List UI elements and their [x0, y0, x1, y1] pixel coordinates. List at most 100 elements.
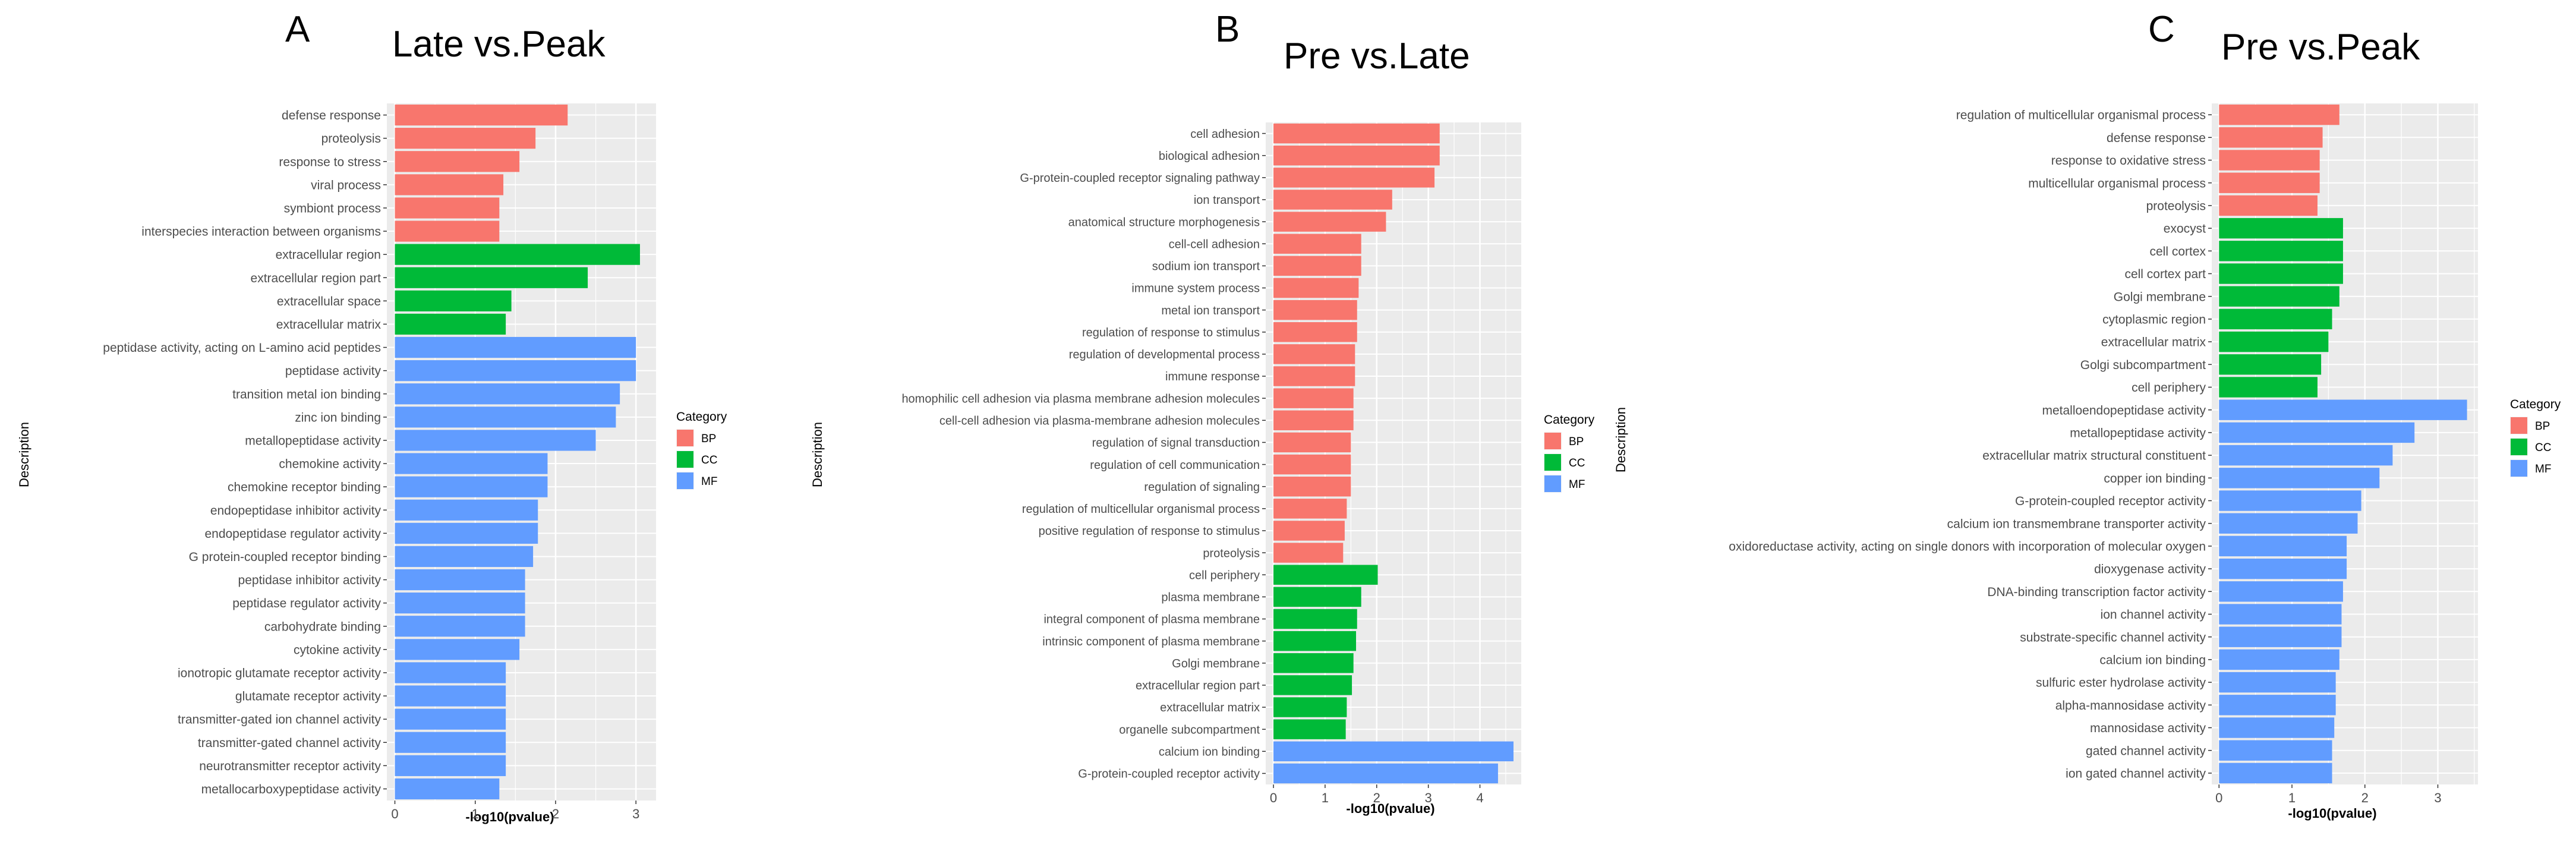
y-tick-label: cytokine activity — [294, 643, 381, 657]
y-tick-label: regulation of multicellular organismal p… — [1022, 503, 1260, 516]
bar — [2219, 263, 2343, 284]
bar — [395, 616, 525, 637]
bar — [1273, 741, 1514, 762]
bar — [2219, 490, 2361, 511]
y-tick-label: transmitter-gated channel activity — [198, 736, 381, 750]
bar — [2219, 672, 2336, 693]
y-tick-label: regulation of signal transduction — [1092, 437, 1260, 450]
bar — [2219, 649, 2339, 670]
y-tick-label: homophilic cell adhesion via plasma memb… — [901, 392, 1260, 405]
bar — [395, 732, 506, 753]
chart-title: Pre vs.Peak — [2221, 27, 2420, 68]
chart-title: Late vs.Peak — [392, 24, 606, 65]
y-tick-labels: regulation of multicellular organismal p… — [1729, 109, 2212, 780]
y-tick-label: extracellular matrix — [2101, 336, 2206, 349]
y-tick-label: viral process — [311, 178, 381, 192]
y-tick-labels: defense response proteolysis response to s… — [103, 109, 387, 796]
y-axis-label: Description — [1613, 407, 1628, 472]
bar — [395, 453, 548, 474]
legend: BP CC MF — [1544, 432, 1585, 493]
y-tick-label: extracellular space — [277, 295, 381, 308]
x-tick-label: 1 — [472, 806, 479, 821]
bar — [2219, 422, 2415, 443]
bar — [395, 267, 588, 288]
bar — [395, 662, 506, 683]
y-tick-label: neurotransmitter receptor activity — [199, 760, 381, 773]
y-tick-label: metalloendopeptidase activity — [2042, 404, 2206, 417]
plot-panel — [1266, 122, 1521, 784]
y-tick-label: organelle subcompartment — [1119, 723, 1260, 736]
y-tick-label: G-protein-coupled receptor activity — [1078, 768, 1260, 781]
x-tick-label: 3 — [2434, 790, 2441, 805]
bar — [395, 430, 596, 451]
legend-label: BP — [701, 433, 716, 445]
bar — [395, 639, 520, 660]
y-axis-label: Description — [810, 422, 825, 487]
bars — [1273, 123, 1514, 784]
bar — [2219, 604, 2342, 625]
bar — [395, 360, 636, 382]
bar — [2219, 399, 2467, 420]
bar — [1273, 454, 1351, 475]
y-tick-label: sodium ion transport — [1152, 260, 1260, 273]
x-axis-label: -log10(pvalue) — [2288, 806, 2376, 821]
y-tick-label: extracellular matrix — [276, 318, 381, 332]
y-tick-label: proteolysis — [321, 132, 381, 146]
bar — [1273, 388, 1354, 408]
y-tick-label: cell-cell adhesion via plasma-membrane a… — [939, 415, 1260, 428]
bars — [395, 104, 640, 800]
y-tick-label: extracellular region part — [1136, 679, 1260, 692]
bar — [1273, 763, 1498, 784]
y-tick-label: cell cortex — [2149, 245, 2206, 259]
y-tick-label: ion channel activity — [2101, 608, 2206, 622]
x-tick-labels: 0 1 2 3 — [2215, 784, 2442, 805]
x-tick-label: 2 — [1373, 790, 1380, 805]
y-tick-label: chemokine receptor binding — [228, 481, 381, 494]
bar — [395, 174, 504, 196]
bar — [1273, 565, 1378, 585]
plot-panel — [387, 103, 656, 801]
y-tick-label: Golgi subcompartment — [2080, 358, 2206, 372]
bar — [2219, 308, 2332, 330]
bar — [395, 290, 512, 311]
x-tick-label: 1 — [2288, 790, 2296, 805]
bar — [2219, 762, 2332, 784]
y-tick-label: zinc ion binding — [295, 411, 381, 424]
y-tick-label: metal ion transport — [1161, 304, 1260, 317]
bar — [2219, 218, 2343, 239]
bars — [2219, 104, 2467, 784]
bar — [395, 476, 548, 497]
y-tick-label: cytoplasmic region — [2102, 313, 2206, 326]
bar — [2219, 626, 2342, 647]
bar — [395, 244, 640, 265]
y-tick-label: cell cortex part — [2124, 267, 2206, 281]
panel-letter: C — [2148, 9, 2175, 50]
bar — [395, 755, 506, 776]
legend-label: MF — [1569, 478, 1585, 491]
y-tick-label: peptidase regulator activity — [232, 597, 381, 610]
bar — [1273, 366, 1355, 386]
y-tick-label: anatomical structure morphogenesis — [1068, 216, 1260, 229]
bar — [2219, 331, 2329, 352]
y-tick-label: carbohydrate binding — [264, 620, 381, 634]
panel-c: C Pre vs.Peak -log10(pvalue) Description… — [1613, 9, 2561, 821]
x-tick-label: 0 — [1270, 790, 1277, 805]
legend-title: Category — [676, 410, 727, 424]
legend-swatch — [2511, 460, 2527, 477]
bar — [2219, 241, 2343, 261]
x-axis-label: -log10(pvalue) — [1346, 801, 1434, 816]
bar — [395, 313, 506, 335]
y-tick-label: exocyst — [2164, 222, 2206, 236]
bar — [1273, 145, 1440, 166]
y-tick-label: calcium ion binding — [2099, 653, 2206, 667]
x-tick-label: 0 — [391, 806, 398, 821]
y-tick-label: ion transport — [1194, 194, 1260, 207]
y-tick-label: ion gated channel activity — [2066, 767, 2206, 780]
x-tick-label: 4 — [1476, 790, 1483, 805]
y-tick-label: regulation of multicellular organismal p… — [1956, 109, 2206, 122]
bar — [1273, 609, 1357, 629]
y-tick-label: glutamate receptor activity — [235, 690, 381, 704]
y-tick-label: endopeptidase regulator activity — [204, 527, 381, 541]
bar — [395, 151, 520, 172]
bar — [1273, 256, 1361, 276]
